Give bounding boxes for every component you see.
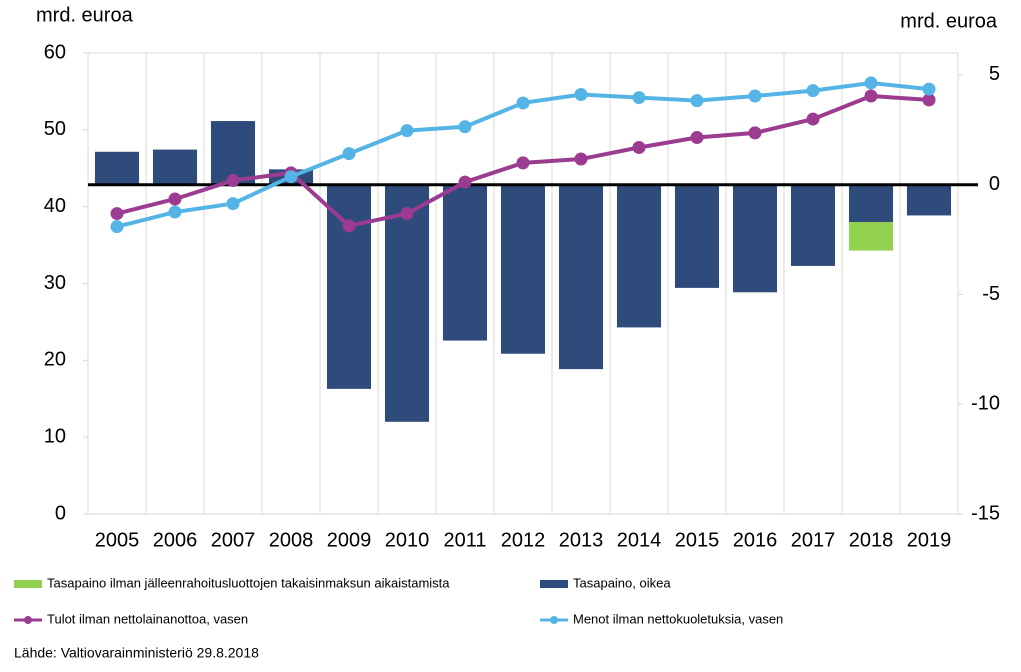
marker [168,205,182,219]
marker [516,156,530,170]
y-tick-label: 0 [55,502,66,524]
y-axis-label: mrd. euroa [36,4,134,26]
marker [864,76,878,90]
bar [848,184,894,223]
source: Lähde: Valtiovarainministeriö 29.8.2018 [14,645,259,661]
marker [516,96,530,110]
marker [632,91,646,105]
bar [674,184,720,288]
y2-tick-label: -10 [971,393,1000,415]
bar [732,184,778,293]
marker [690,131,704,145]
x-tick-label: 2007 [211,529,256,551]
marker [864,89,878,103]
marker [574,152,588,166]
bar [152,149,198,185]
legend-label: Tasapaino ilman jälleenrahoitusluottojen… [47,575,450,590]
marker [458,175,472,189]
y-tick-label: 60 [44,41,66,63]
x-tick-label: 2005 [95,529,140,551]
legend-label: Tulot ilman nettolainanottoa, vasen [47,611,248,626]
x-tick-label: 2008 [269,529,314,551]
marker [574,87,588,101]
legend-marker [550,616,558,624]
marker [226,197,240,211]
x-tick-label: 2010 [385,529,430,551]
x-tick-label: 2011 [443,529,486,551]
y2-tick-label: 5 [989,63,1000,85]
marker [806,84,820,98]
marker [690,94,704,108]
y-tick-label: 30 [44,272,66,294]
legend-label: Menot ilman nettokuoletuksia, vasen [573,611,783,626]
x-tick-label: 2016 [733,529,778,551]
bar [500,184,546,354]
bar [326,184,372,389]
marker [748,89,762,103]
marker [342,219,356,233]
legend-marker [24,616,32,624]
x-tick-label: 2015 [675,529,720,551]
marker [458,120,472,134]
legend-swatch [14,580,42,588]
y2-axis-label: mrd. euroa [900,10,998,32]
bar [790,184,836,266]
marker [748,126,762,140]
y2-tick-label: 0 [989,173,1000,195]
x-tick-label: 2017 [791,529,836,551]
bar [906,184,952,216]
y-tick-label: 40 [44,195,66,217]
x-tick-label: 2018 [849,529,894,551]
marker [342,147,356,161]
x-tick-label: 2013 [559,529,604,551]
marker [226,174,240,188]
x-tick-label: 2019 [907,529,952,551]
marker [400,124,414,138]
y-tick-label: 20 [44,349,66,371]
marker [110,207,124,221]
marker [922,82,936,96]
x-tick-label: 2012 [501,529,546,551]
bar [616,184,662,328]
bar [848,222,894,251]
y2-tick-label: -5 [982,283,1000,305]
y-tick-label: 10 [44,425,66,447]
legend-label: Tasapaino, oikea [573,575,671,590]
marker [400,207,414,221]
marker [284,170,298,184]
bar [558,184,604,370]
marker [806,112,820,126]
marker [632,141,646,155]
y2-tick-label: -15 [971,502,1000,524]
x-tick-label: 2006 [153,529,198,551]
bar [384,184,430,422]
bar [442,184,488,341]
legend-swatch [540,580,568,588]
marker [168,192,182,206]
marker [922,93,936,107]
x-tick-label: 2014 [617,529,662,551]
x-tick-label: 2009 [327,529,372,551]
bar [94,151,140,185]
y-tick-label: 50 [44,118,66,140]
marker [110,220,124,234]
